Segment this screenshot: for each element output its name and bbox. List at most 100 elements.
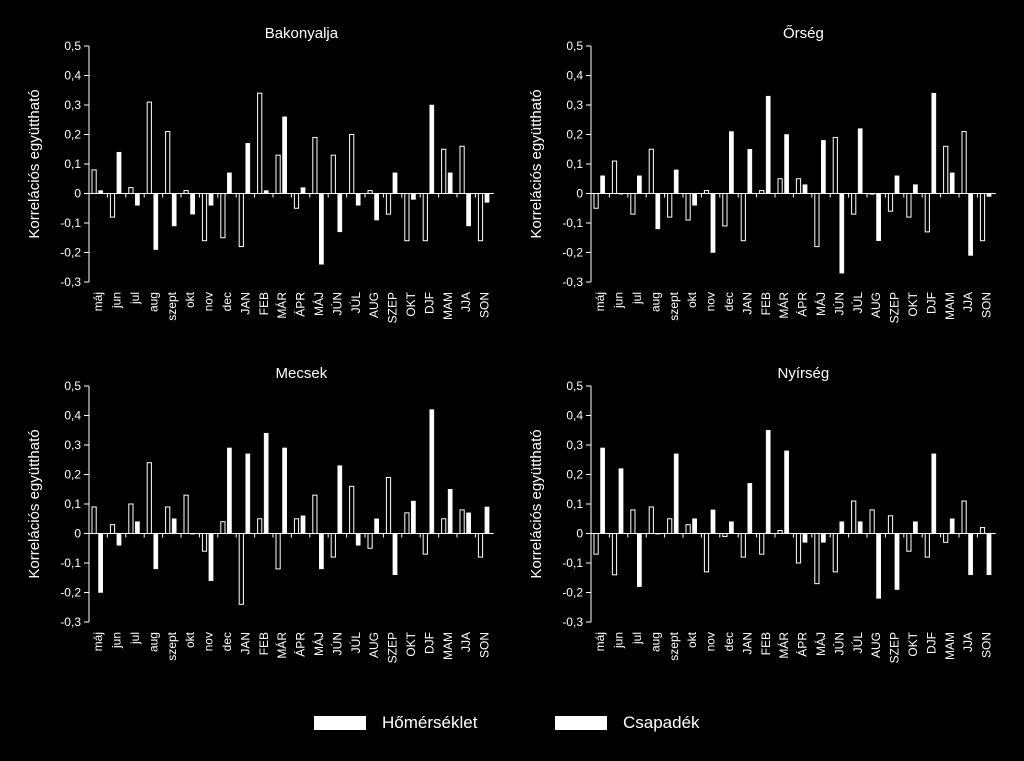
bar-temperature <box>795 533 802 564</box>
y-tick-label: 0,1 <box>566 157 583 171</box>
x-tick-label: máj <box>593 632 607 651</box>
bar-temperature <box>630 193 636 215</box>
y-tick-label: 0,4 <box>566 409 583 423</box>
bar-precipitation <box>300 515 306 534</box>
y-tick-label: -0,1 <box>60 216 81 230</box>
bar-temperature <box>275 154 281 194</box>
y-tick-label: 0,2 <box>566 128 583 142</box>
bar-temperature <box>477 533 484 558</box>
x-tick-label: FEB <box>257 292 271 315</box>
bar-temperature <box>685 524 691 535</box>
bar-precipitation <box>355 193 361 206</box>
bar-precipitation <box>337 465 343 534</box>
chart-title: Őrség <box>783 25 824 42</box>
legend-label-precipitation: Csapadék <box>623 713 700 732</box>
x-tick-label: szept <box>667 291 681 320</box>
bar-temperature <box>887 515 894 534</box>
bar-precipitation <box>894 175 900 194</box>
bar-temperature <box>91 506 97 535</box>
bar-precipitation <box>913 521 918 534</box>
bar-precipitation <box>968 193 973 256</box>
y-tick-label: -0,1 <box>60 556 81 570</box>
bar-temperature <box>961 131 967 195</box>
x-tick-label: okt <box>183 631 197 648</box>
bar-temperature <box>257 92 263 194</box>
x-tick-label: FEB <box>257 632 271 655</box>
x-tick-label: JJA <box>459 292 473 312</box>
bar-precipitation <box>894 533 900 590</box>
x-tick-label: máj <box>91 632 105 651</box>
x-tick-label: okt <box>685 291 699 308</box>
bar-precipitation <box>355 533 361 546</box>
chart-panel-1: Bakonyalja Korrelációs együttható 0,5 0,4 0,… <box>26 25 494 323</box>
bar-precipitation <box>282 447 287 534</box>
x-tick-label: MÁJ <box>813 632 828 656</box>
y-tick-label: 0 <box>74 187 81 201</box>
bar-temperature <box>459 145 465 195</box>
x-tick-label: AUG <box>367 632 381 658</box>
bar-precipitation <box>710 509 716 534</box>
bar-temperature <box>459 509 465 534</box>
chart-title: Nyírség <box>778 365 830 382</box>
x-tick-label: jun <box>612 292 626 309</box>
x-tick-label: MÁR <box>776 632 791 659</box>
x-tick-label: JÚN <box>329 292 344 315</box>
x-tick-label: okt <box>685 631 699 648</box>
x-tick-label: jul <box>630 632 644 645</box>
bar-temperature <box>183 494 189 534</box>
bar-temperature <box>220 193 226 239</box>
x-tick-label: aug <box>146 632 160 652</box>
bar-precipitation <box>208 193 214 206</box>
x-tick-label: OKT <box>906 631 920 656</box>
bar-temperature <box>165 506 171 535</box>
y-tick-label: -0,3 <box>562 275 583 289</box>
bar-temperature <box>667 518 673 534</box>
x-tick-label: SZEP <box>386 292 400 323</box>
bar-temperature <box>851 500 857 534</box>
bar-temperature <box>477 193 484 242</box>
x-tick-label: JÚL <box>850 292 865 314</box>
x-tick-label: JAN <box>238 632 252 655</box>
bar-temperature <box>404 512 410 534</box>
bar-temperature <box>943 533 949 543</box>
legend-item-precipitation: Csapadék <box>555 708 700 738</box>
y-tick-label: 0,3 <box>566 98 583 112</box>
bar-temperature <box>906 193 912 218</box>
bar-precipitation <box>484 193 490 203</box>
chart-canvas: Bakonyalja Korrelációs együttható 0,5 0,4 0,… <box>26 25 996 663</box>
bar-precipitation <box>411 193 416 200</box>
x-tick-label: JÚN <box>831 292 846 315</box>
x-tick-label: SON <box>478 292 492 318</box>
bar-precipitation <box>392 172 398 194</box>
y-tick-label: -0,3 <box>562 615 583 629</box>
x-tick-label: DJF <box>422 632 436 654</box>
x-tick-label: OKT <box>404 291 418 316</box>
bar-temperature <box>593 193 599 209</box>
bar-precipitation <box>949 518 955 534</box>
x-tick-label: máj <box>593 292 607 311</box>
bar-precipitation <box>931 453 937 534</box>
bar-precipitation <box>673 169 679 194</box>
bar-temperature <box>611 533 618 576</box>
bar-precipitation <box>949 172 955 194</box>
bar-temperature <box>869 509 875 534</box>
bar-temperature <box>814 533 820 585</box>
x-tick-label: nov <box>704 292 718 311</box>
bar-temperature <box>648 506 654 535</box>
x-tick-label: JÚL <box>348 632 363 654</box>
bar-precipitation <box>821 140 826 194</box>
bar-precipitation <box>300 187 306 194</box>
bar-precipitation <box>484 506 490 534</box>
bar-precipitation <box>411 500 416 534</box>
bar-temperature <box>146 462 152 535</box>
bar-temperature <box>385 476 392 535</box>
bar-precipitation <box>337 193 343 233</box>
chart-title: Bakonyalja <box>265 25 339 42</box>
x-tick-label: MAM <box>441 632 455 660</box>
x-tick-label: nov <box>202 292 216 311</box>
x-tick-label: MAM <box>441 292 455 320</box>
y-tick-label: 0,3 <box>64 438 81 452</box>
bar-temperature <box>109 524 116 535</box>
bar-temperature <box>404 193 410 242</box>
